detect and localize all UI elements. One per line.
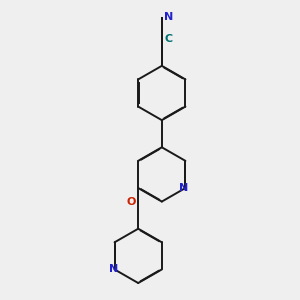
Text: N: N bbox=[179, 183, 189, 193]
Text: N: N bbox=[164, 12, 173, 22]
Text: C: C bbox=[164, 34, 172, 44]
Text: O: O bbox=[127, 196, 136, 207]
Text: N: N bbox=[109, 264, 118, 274]
